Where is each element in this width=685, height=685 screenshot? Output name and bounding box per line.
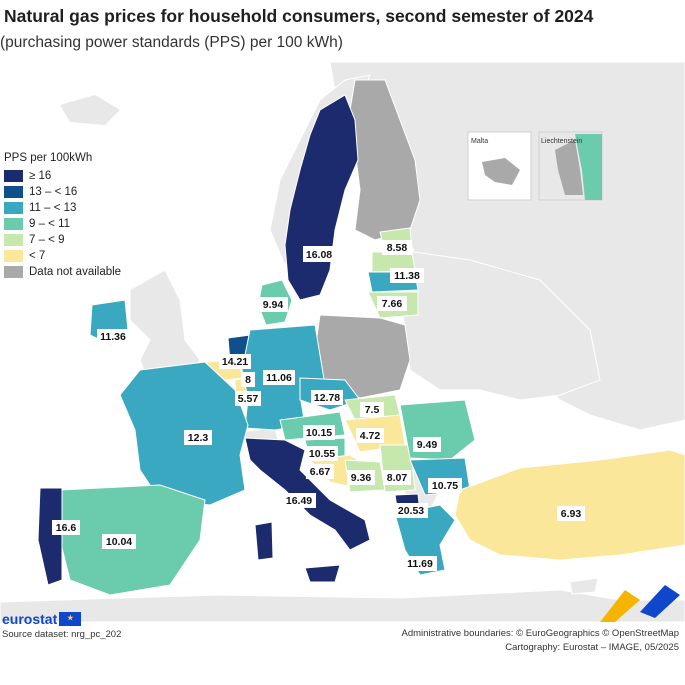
inset-liechtenstein: Liechtenstein <box>538 131 603 201</box>
legend-item: 9 – < 11 <box>4 216 121 232</box>
value-label-slovakia: 7.5 <box>365 404 380 416</box>
value-label-north-macedonia: 20.53 <box>398 505 424 517</box>
legend-item: 7 – < 9 <box>4 232 121 248</box>
value-label-france: 12.3 <box>188 432 209 444</box>
value-label-germany: 11.06 <box>266 372 292 384</box>
legend-label: ≥ 16 <box>29 170 52 182</box>
legend-item: 13 – < 16 <box>4 184 121 200</box>
legend-label: Data not available <box>29 266 122 278</box>
value-label-sweden: 16.08 <box>306 249 332 261</box>
legend-swatch <box>4 202 23 214</box>
legend-label: 7 – < 9 <box>29 234 65 246</box>
legend-swatch <box>4 218 23 230</box>
value-label-italy: 16.49 <box>286 495 312 507</box>
region-sicily <box>304 564 341 583</box>
legend-item: Data not available <box>4 264 121 280</box>
legend-item: 11 – < 13 <box>4 200 121 216</box>
value-label-bulgaria: 10.75 <box>432 480 458 492</box>
eurostat-logo: eurostat <box>2 611 121 627</box>
value-label-ireland: 11.36 <box>100 331 126 343</box>
map-subtitle: (purchasing power standards (PPS) per 10… <box>0 34 343 51</box>
value-label-croatia: 6.67 <box>310 466 331 478</box>
value-label-czechia: 12.78 <box>314 392 340 404</box>
legend-swatch <box>4 170 23 182</box>
region-cyprus <box>569 577 599 595</box>
value-label-luxembourg: 5.57 <box>238 393 259 405</box>
brand-name: eurostat <box>2 611 58 627</box>
value-label-lithuania: 11.38 <box>394 270 420 282</box>
legend-label: < 7 <box>29 250 46 262</box>
value-label-bosnia: 9.36 <box>351 472 372 484</box>
value-label-hungary: 4.72 <box>360 430 381 442</box>
legend-item: ≥ 16 <box>4 168 121 184</box>
value-label-portugal: 16.6 <box>56 522 77 534</box>
legend-label: 13 – < 16 <box>29 186 78 198</box>
inset-malta-label: Malta <box>471 138 488 145</box>
value-label-belgium: 8 <box>245 374 251 386</box>
value-label-turkey: 6.93 <box>561 508 582 520</box>
cartography-note: Cartography: Eurostat – IMAGE, 05/2025 <box>505 642 679 653</box>
region-turkey <box>454 449 685 561</box>
footer-right: Administrative boundaries: © EuroGeograp… <box>402 627 680 655</box>
source-note: Source dataset: nrg_pc_202 <box>2 629 122 640</box>
legend-swatch <box>4 234 23 246</box>
legend-item: < 7 <box>4 248 121 264</box>
legend-label: 9 – < 11 <box>29 218 71 230</box>
region-sardinia <box>254 521 274 561</box>
legend-swatch <box>4 186 23 198</box>
brand-graphic <box>600 590 640 622</box>
legend-swatch <box>4 266 23 278</box>
value-label-poland: 7.66 <box>382 298 403 310</box>
value-label-netherlands: 14.21 <box>222 356 248 368</box>
value-labels: 16.08 8.58 11.38 7.66 9.94 11.36 14.21 8… <box>52 240 585 571</box>
value-label-denmark: 9.94 <box>263 299 284 311</box>
inset-malta: Malta <box>467 131 532 201</box>
footer-left: eurostat Source dataset: nrg_pc_202 <box>2 611 121 640</box>
value-label-romania: 9.49 <box>417 439 438 451</box>
value-label-austria: 10.15 <box>306 427 332 439</box>
value-label-latvia: 8.58 <box>387 242 408 254</box>
land-iceland <box>60 95 120 125</box>
europe-map: Malta Liechtenstein 16.08 8.58 11.38 7.6… <box>0 62 685 622</box>
legend-label: 11 – < 13 <box>29 202 77 214</box>
value-label-greece: 11.69 <box>407 558 433 570</box>
legend-title: PPS per 100kWh <box>4 152 93 164</box>
inset-liechtenstein-label: Liechtenstein <box>541 138 582 145</box>
legend: PPS per 100kWh ≥ 16 13 – < 16 11 – < 13 … <box>4 152 121 280</box>
value-label-serbia: 8.07 <box>387 472 408 484</box>
value-label-spain: 10.04 <box>106 536 132 548</box>
eu-flag-icon <box>59 612 82 626</box>
boundaries-note: Administrative boundaries: © EuroGeograp… <box>401 628 680 639</box>
region-portugal <box>37 487 63 586</box>
legend-swatch <box>4 250 23 262</box>
map-title: Natural gas prices for household consume… <box>4 6 594 26</box>
value-label-slovenia: 10.55 <box>309 448 335 460</box>
